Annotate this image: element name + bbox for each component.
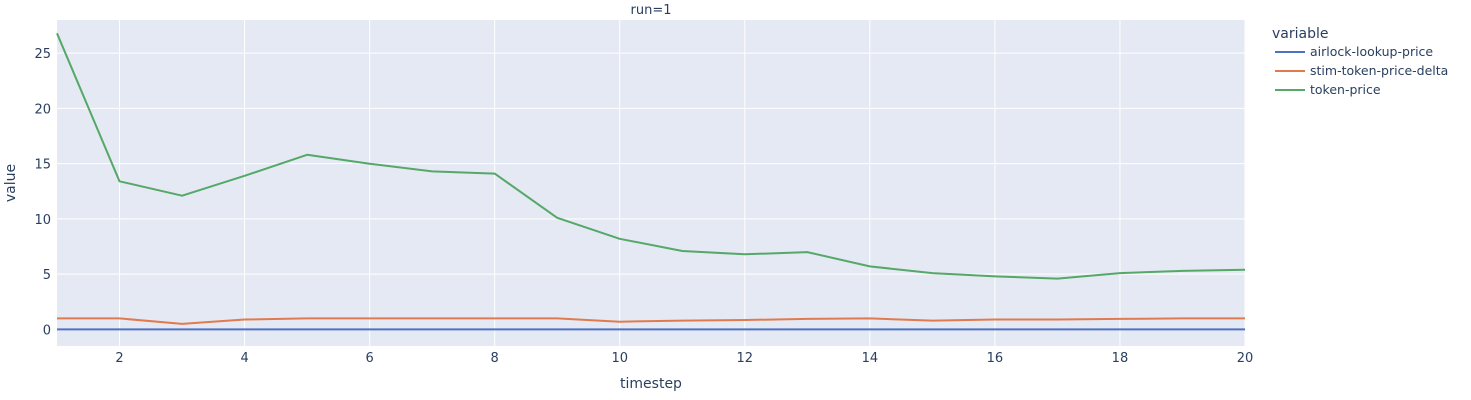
x-tick-label: 16 xyxy=(987,351,1004,366)
y-axis-title: value xyxy=(3,164,19,202)
x-axis-ticks: 2 4 6 8 10 12 14 16 18 20 xyxy=(115,351,1253,366)
series-line-stim-token-price-delta xyxy=(57,317,1245,325)
legend-item-label[interactable]: airlock-lookup-price xyxy=(1310,44,1433,59)
y-tick-label: 20 xyxy=(34,102,51,117)
y-axis-ticks: 0 5 10 15 20 25 xyxy=(34,47,51,338)
x-tick-label: 12 xyxy=(737,351,754,366)
x-tick-label: 6 xyxy=(365,351,373,366)
y-tick-label: 25 xyxy=(34,47,51,62)
legend-item-label[interactable]: stim-token-price-delta xyxy=(1310,63,1448,78)
plot-background xyxy=(57,20,1245,346)
legend-item-label[interactable]: token-price xyxy=(1310,82,1381,97)
series-lines xyxy=(56,32,1246,331)
y-tick-label: 5 xyxy=(43,268,51,283)
x-tick-label: 10 xyxy=(611,351,628,366)
x-tick-label: 2 xyxy=(115,351,123,366)
y-tick-label: 15 xyxy=(34,158,51,173)
series-line-token-price xyxy=(56,32,1246,280)
y-tick-label: 0 xyxy=(43,323,51,338)
x-tick-label: 8 xyxy=(491,351,499,366)
x-tick-label: 14 xyxy=(862,351,879,366)
facet-title: run=1 xyxy=(631,3,672,18)
x-tick-label: 20 xyxy=(1237,351,1254,366)
x-tick-label: 18 xyxy=(1112,351,1129,366)
y-tick-label: 10 xyxy=(34,213,51,228)
legend-title: variable xyxy=(1272,26,1328,42)
legend: variable airlock-lookup-price stim-token-… xyxy=(1272,26,1448,97)
x-tick-label: 4 xyxy=(240,351,248,366)
x-axis-title: timestep xyxy=(620,376,682,392)
